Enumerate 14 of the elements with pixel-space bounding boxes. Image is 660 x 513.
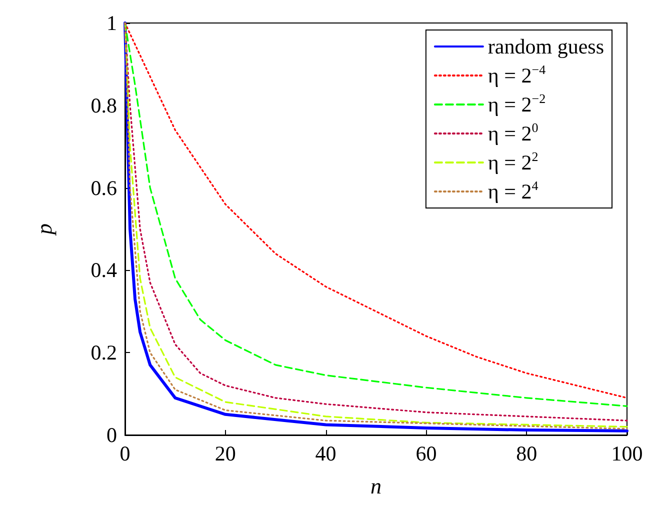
legend-label: random guess (488, 34, 604, 58)
x-axis-title: n (370, 474, 382, 498)
y-tick-label: 0 (106, 423, 117, 447)
y-tick-label: 0.4 (90, 258, 118, 282)
x-tick-label: 60 (416, 442, 437, 466)
y-tick-label: 0.2 (90, 340, 117, 365)
x-tick-label: 20 (214, 442, 236, 466)
y-tick-label: 0.6 (90, 176, 117, 200)
y-tick-label: 1 (106, 11, 117, 35)
x-tick-label: 80 (516, 442, 538, 466)
y-axis-title: p (32, 224, 56, 236)
y-tick-label: 0.8 (90, 93, 117, 118)
x-tick-label: 40 (315, 442, 336, 466)
x-tick-label: 100 (611, 442, 643, 466)
